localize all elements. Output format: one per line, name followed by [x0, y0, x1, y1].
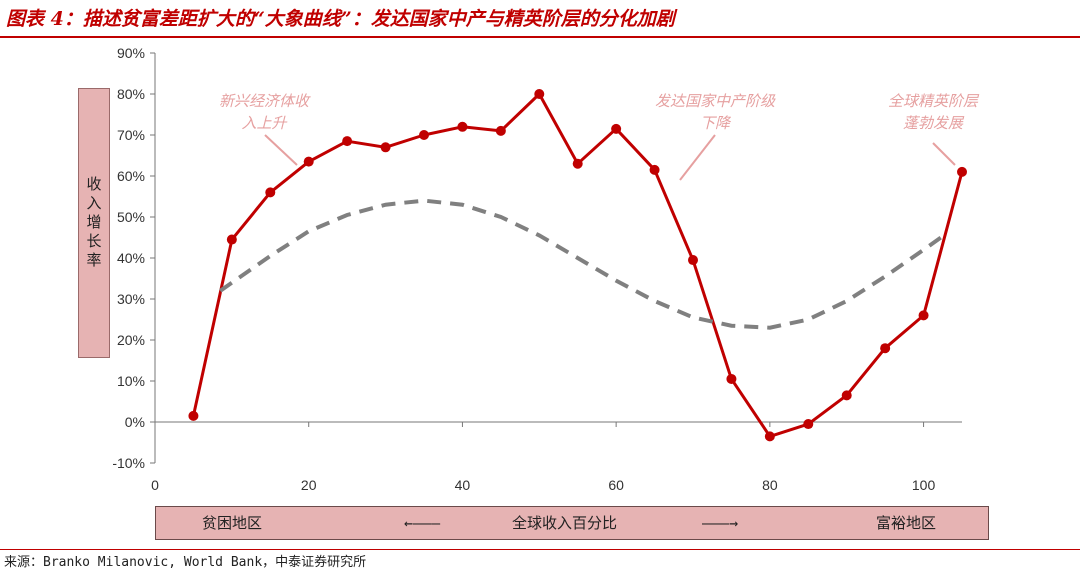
annotation-leader-line	[932, 142, 956, 166]
x-tick-label: 80	[762, 477, 778, 493]
source-note: 来源：Branko Milanovic, World Bank，中泰证券研究所	[4, 555, 367, 570]
data-point	[764, 431, 775, 442]
data-point	[880, 343, 891, 354]
y-tick-label: 90%	[117, 45, 145, 61]
data-point	[841, 390, 852, 401]
band-label-rich: 富裕地区	[875, 514, 936, 532]
y-tick-label: -10%	[112, 455, 145, 471]
annotation-text: 新兴经济体收	[219, 92, 311, 110]
annotation-leader-line	[264, 134, 298, 166]
annotation-leader-line	[679, 134, 716, 181]
x-tick-label: 0	[151, 477, 159, 493]
annotation-text: 发达国家中产阶级	[655, 92, 776, 110]
data-point	[226, 234, 237, 245]
y-tick-label: 20%	[117, 332, 145, 348]
x-tick-label: 60	[608, 477, 624, 493]
y-tick-label: 0%	[125, 414, 145, 430]
data-point	[188, 410, 199, 421]
data-point	[611, 123, 622, 134]
title-rule	[0, 36, 1080, 38]
data-point	[419, 130, 429, 140]
y-axis-label: 收入增长率	[84, 175, 103, 271]
annotation-text: 蓬勃发展	[903, 114, 965, 132]
dashed-trend-line	[219, 198, 948, 330]
data-point	[265, 187, 276, 198]
x-tick-label: 100	[912, 477, 936, 493]
band-label-percentile: 全球收入百分比	[512, 514, 618, 532]
figure-title: 图表 4：描述贫富差距扩大的“大象曲线”：发达国家中产与精英阶层的分化加剧	[6, 8, 675, 30]
footer-rule	[0, 549, 1080, 550]
data-point	[342, 136, 353, 147]
x-tick-label: 20	[301, 477, 317, 493]
chart-area: 90% 80% 70% 60% 50% 40% 30% 20% 10% 0% -10% 0 20 40 60…	[112, 45, 980, 493]
annotation-text: 全球精英阶层	[888, 92, 980, 110]
data-point	[957, 166, 967, 177]
y-tick-label: 50%	[117, 209, 145, 225]
data-point	[380, 142, 391, 153]
y-tick-label: 30%	[117, 291, 145, 307]
data-point	[303, 156, 314, 167]
band-arrow-right: ———→	[702, 514, 739, 532]
data-point	[572, 158, 583, 169]
annotation-text: 下降	[700, 114, 732, 132]
data-point	[688, 255, 698, 266]
annotation-text: 入上升	[241, 114, 287, 132]
y-tick-label: 60%	[117, 168, 145, 184]
income-growth-line	[191, 92, 964, 438]
y-tick-label: 70%	[117, 127, 145, 143]
y-tick-label: 80%	[117, 86, 145, 102]
data-point	[803, 419, 814, 430]
income-percentile-band: 贫困地区 ←——— 全球收入百分比 ———→ 富裕地区	[155, 506, 989, 540]
data-point	[918, 310, 929, 321]
y-axis-label-box: 收入增长率	[78, 88, 110, 358]
band-label-poor: 贫困地区	[202, 514, 263, 532]
data-point	[534, 89, 545, 99]
data-point	[457, 121, 468, 132]
y-tick-label: 10%	[117, 373, 145, 389]
data-point	[726, 373, 737, 384]
y-tick-label: 40%	[117, 250, 145, 266]
x-tick-label: 40	[455, 477, 471, 493]
data-point	[649, 164, 660, 175]
band-arrow-left: ←———	[404, 514, 441, 532]
data-point	[495, 125, 506, 136]
